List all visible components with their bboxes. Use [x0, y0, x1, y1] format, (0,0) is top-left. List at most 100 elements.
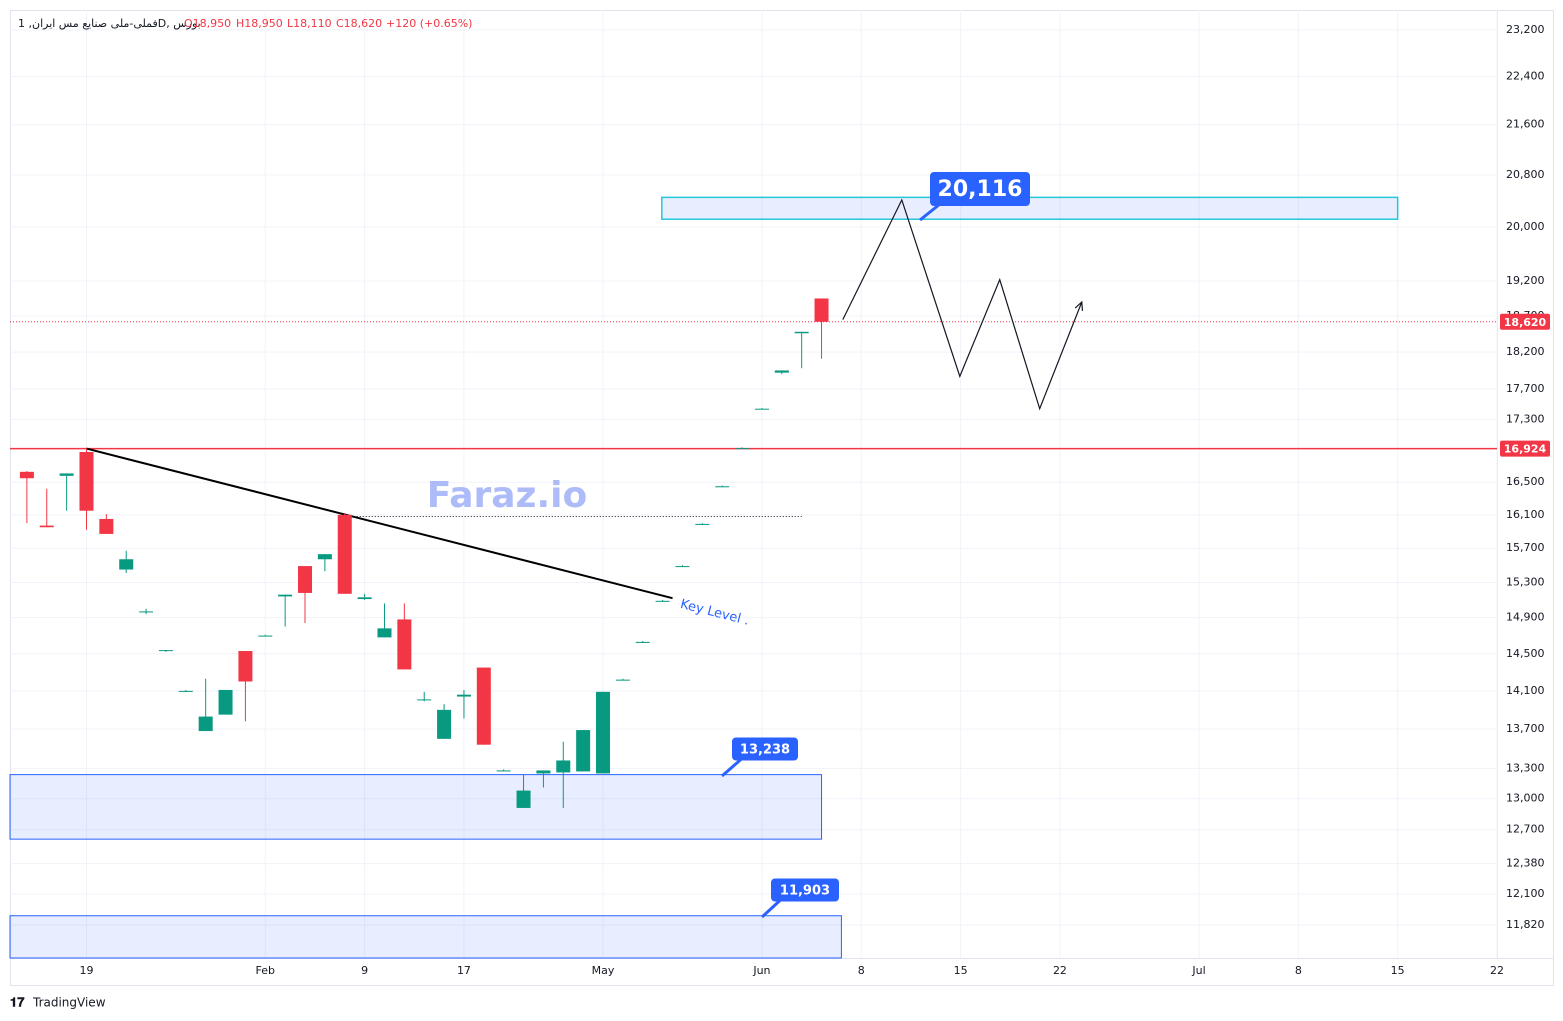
body	[198, 716, 213, 732]
x-tick-label: 17	[457, 964, 471, 977]
body	[695, 523, 710, 525]
zone-label: 20,116	[938, 177, 1023, 202]
label-bubble	[771, 878, 839, 902]
body	[774, 370, 789, 373]
body	[178, 690, 193, 692]
body	[754, 408, 769, 410]
body	[476, 667, 491, 745]
y-tick-label: 14,500	[1506, 647, 1545, 660]
grid	[10, 10, 1498, 958]
body	[456, 694, 471, 697]
x-tick-label: 8	[858, 964, 865, 977]
y-tick-label: 13,000	[1506, 792, 1545, 805]
x-tick-label: 22	[1053, 964, 1067, 977]
body	[79, 452, 94, 511]
body	[437, 709, 452, 739]
zones	[9, 196, 1399, 959]
body	[715, 486, 730, 488]
y-tick-label: 14,100	[1506, 684, 1545, 697]
x-tick-label: Feb	[256, 964, 275, 977]
label-pointer	[760, 898, 783, 919]
price-tag	[1500, 440, 1550, 457]
body	[298, 566, 313, 593]
close: C18,620	[336, 17, 382, 30]
body	[377, 628, 392, 638]
logo-mark: 𝟏𝟕	[10, 996, 25, 1011]
zone-label: 13,238	[740, 743, 790, 758]
body	[556, 760, 571, 773]
body	[59, 473, 74, 476]
body	[655, 600, 670, 602]
x-tick-label: Jul	[1191, 964, 1205, 977]
y-tick-label: 18,200	[1506, 345, 1545, 358]
body	[536, 770, 551, 774]
x-tick-label: 8	[1295, 964, 1302, 977]
footer: TradingView	[32, 996, 106, 1010]
body	[496, 770, 511, 772]
body	[158, 650, 173, 652]
y-tick-label: 15,300	[1506, 575, 1545, 588]
zone-label: 11,903	[780, 884, 830, 899]
y-tick-label: 20,000	[1506, 220, 1545, 233]
zone	[9, 774, 823, 840]
x-tick-label: Jun	[752, 964, 770, 977]
open: O18,950	[184, 17, 231, 30]
y-tick-label: 17,300	[1506, 412, 1545, 425]
y-tick-label: 15,700	[1506, 541, 1545, 554]
price-tag-label: 16,924	[1504, 443, 1547, 456]
body	[635, 641, 650, 643]
body	[357, 597, 372, 600]
y-tick-label: 12,700	[1506, 823, 1545, 836]
label-bubble	[732, 737, 798, 761]
y-tick-label: 12,100	[1506, 887, 1545, 900]
body	[19, 471, 34, 479]
y-tick-label: 11,820	[1506, 918, 1545, 931]
y-tick-label: 19,200	[1506, 274, 1545, 287]
body	[317, 554, 332, 560]
x-tick-label: May	[592, 964, 615, 977]
projection-path	[842, 198, 1083, 411]
y-tick-label: 13,700	[1506, 722, 1545, 735]
candles	[19, 298, 829, 808]
body	[119, 559, 134, 570]
zone	[9, 915, 842, 959]
body	[397, 619, 412, 670]
body	[278, 594, 293, 597]
body	[735, 448, 750, 450]
x-tick-label: 9	[361, 964, 368, 977]
body	[615, 679, 630, 681]
body	[337, 514, 352, 594]
y-tick-label: 22,400	[1506, 69, 1545, 82]
frame	[10, 10, 1554, 986]
price-tag-label: 18,620	[1504, 316, 1547, 329]
y-tick-label: 21,600	[1506, 118, 1545, 131]
body	[139, 611, 154, 613]
body	[576, 730, 591, 772]
y-tick-label: 17,700	[1506, 382, 1545, 395]
x-tick-label: 19	[79, 964, 93, 977]
arrow-head	[1074, 300, 1084, 312]
body	[516, 790, 531, 808]
body	[238, 651, 253, 682]
trendline	[86, 447, 673, 600]
y-tick-label: 12,380	[1506, 857, 1545, 870]
body	[218, 689, 233, 715]
y-tick-label: 20,800	[1506, 168, 1545, 181]
low: L18,110	[287, 17, 332, 30]
symbol: فملی-ملی صنایع مس ایران, 1D, بورس	[18, 17, 201, 30]
lines	[10, 198, 1497, 600]
label-pointer	[919, 202, 941, 222]
y-tick-label: 16,500	[1506, 475, 1545, 488]
x-tick-label: 22	[1490, 964, 1504, 977]
header: فملی-ملی صنایع مس ایران, 1D, بورس O18,95…	[18, 17, 472, 30]
y-tick-label: 14,900	[1506, 611, 1545, 624]
label-pointer	[721, 757, 743, 778]
change: +120 (+0.65%)	[386, 17, 472, 30]
body	[675, 566, 690, 568]
y-tick-label: 13,300	[1506, 761, 1545, 774]
tv-logo: 𝟏𝟕 TradingView	[10, 996, 106, 1011]
label-bubble	[930, 172, 1030, 206]
x-tick-label: 15	[954, 964, 968, 977]
